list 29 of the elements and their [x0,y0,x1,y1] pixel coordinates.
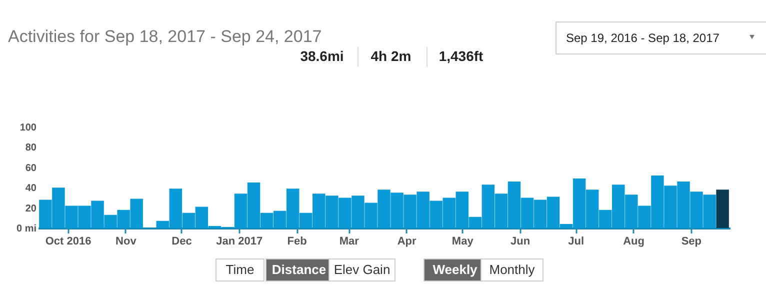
chart-title: Activities for Sep 18, 2017 - Sep 24, 2017 [8,27,322,46]
text: Time [226,262,254,277]
y-tick-label: 20 [25,203,37,214]
text: Sep 19, 2016 - Sep 18, 2017 [566,31,720,45]
text: 1,436ft [438,48,484,64]
text: Elev Gain [334,262,390,277]
x-tick-label: Jul [568,236,584,248]
x-tick-label: Nov [116,236,138,248]
x-tick-label: Jan 2017 [216,236,263,248]
x-tick-label: Aug [623,236,644,248]
y-tick-label: 0 mi [16,224,37,234]
x-tick-label: Mar [339,236,360,248]
y-tick-label: 60 [25,162,37,174]
y-tick-label: 40 [25,183,37,194]
x-tick-label: Feb [287,236,308,248]
x-tick-label: Sep [681,236,702,248]
bar [716,190,729,228]
text: Monthly [489,262,536,277]
text: Weekly [432,262,478,277]
x-tick-label: Apr [397,236,418,248]
text: 38.6mi [300,48,344,64]
y-tick-label: 80 [25,142,37,154]
text: Distance [272,262,326,277]
x-tick-label: Dec [172,236,192,248]
y-tick-label: 100 [20,122,37,134]
text: 4h 2m [370,48,412,64]
x-tick-label: May [452,236,474,248]
x-tick-label: Oct 2016 [45,236,92,248]
x-tick-label: Jun [510,236,530,248]
